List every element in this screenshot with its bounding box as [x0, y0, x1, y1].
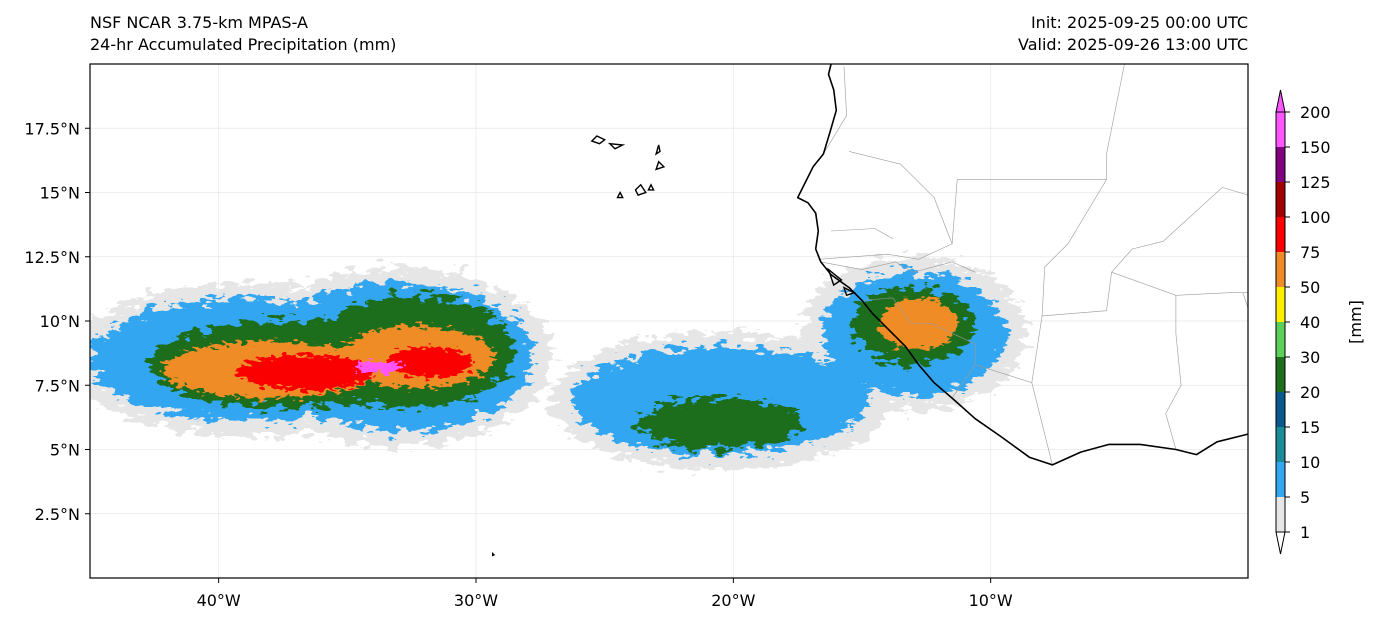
lat-tick-label: 10°N [40, 312, 80, 331]
field-name: 24-hr Accumulated Precipitation (mm) [90, 35, 397, 54]
country-border [1031, 272, 1112, 383]
map-plot-area [90, 64, 1248, 578]
colorbar-segment [1276, 357, 1285, 392]
colorbar-tick-label: 30 [1300, 348, 1320, 367]
colorbar-tick-label: 125 [1300, 173, 1331, 192]
rain-band-200mm [355, 360, 402, 374]
rain-band-75mm [236, 354, 376, 391]
colorbar-tick-label: 5 [1300, 488, 1310, 507]
island-outline [654, 160, 666, 171]
colorbar-segment [1276, 287, 1285, 322]
colorbar-tick-label: 100 [1300, 208, 1331, 227]
colorbar-tick-label: 1 [1300, 523, 1310, 542]
coastline [492, 64, 1248, 557]
colorbar-segment [1276, 217, 1285, 252]
country-border [831, 228, 894, 240]
map-title: NSF NCAR 3.75-km MPAS-A 24-hr Accumulate… [90, 12, 396, 56]
lon-tick-label: 10°W [969, 591, 1013, 610]
colorbar-segment [1276, 112, 1285, 147]
time-info: Init: 2025-09-25 00:00 UTC Valid: 2025-0… [1018, 12, 1248, 56]
coastline-line [796, 64, 1248, 466]
colorbar-segment [1276, 462, 1285, 497]
valid-time: Valid: 2025-09-26 13:00 UTC [1017, 35, 1248, 54]
colorbar-extend-top [1275, 89, 1286, 113]
colorbar-segment [1276, 252, 1285, 287]
island-outline [616, 190, 624, 199]
country-border [1041, 179, 1107, 316]
colorbar-tick-label: 40 [1300, 313, 1320, 332]
lon-tick-label: 20°W [711, 591, 755, 610]
colorbar-segment [1276, 392, 1285, 427]
colorbar-segment [1276, 147, 1285, 182]
country-border [1111, 187, 1248, 273]
island-outline [492, 551, 496, 557]
latitude-axis: 2.5°N 5°N 7.5°N 10°N 12.5°N 15°N 17.5°N [24, 119, 90, 524]
lat-tick-label: 5°N [50, 441, 80, 460]
country-border [1111, 271, 1248, 296]
colorbar-tick-label: 15 [1300, 418, 1320, 437]
lat-tick-label: 2.5°N [35, 505, 80, 524]
init-time: Init: 2025-09-25 00:00 UTC [1030, 13, 1248, 32]
lat-tick-label: 17.5°N [24, 119, 80, 138]
colorbar-tick-label: 75 [1300, 243, 1320, 262]
model-name: NSF NCAR 3.75-km MPAS-A [90, 13, 308, 32]
colorbar-unit-label: [mm] [1346, 300, 1365, 344]
country-border [1242, 292, 1248, 309]
lon-tick-label: 40°W [197, 591, 241, 610]
rain-band-20mm [638, 398, 803, 450]
island-outline [842, 286, 857, 297]
island-outline [634, 183, 647, 196]
colorbar-segment [1276, 497, 1285, 532]
rain-band-75mm [385, 346, 474, 378]
country-borders [818, 64, 1248, 465]
colorbar-tick-label: 10 [1300, 453, 1320, 472]
island-outline [607, 142, 626, 150]
island-outline [654, 144, 661, 156]
lon-tick-label: 30°W [454, 591, 498, 610]
island-outline [590, 135, 607, 145]
colorbar-tick-label: 150 [1300, 138, 1331, 157]
island-outline [827, 267, 843, 287]
colorbar-segment [1276, 427, 1285, 462]
colorbar-tick-label: 50 [1300, 278, 1320, 297]
colorbar-segment [1276, 322, 1285, 357]
colorbar-segment [1276, 182, 1285, 217]
colorbar-tick-label: 200 [1300, 103, 1331, 122]
lat-tick-label: 12.5°N [24, 248, 80, 267]
country-border [1165, 295, 1182, 450]
colorbar-extend-bottom [1275, 531, 1286, 555]
island-outline [647, 183, 655, 191]
country-border [823, 66, 847, 155]
colorbar-tick-label: 20 [1300, 383, 1320, 402]
longitude-axis: 40°W 30°W 20°W 10°W [197, 578, 1013, 610]
country-border [820, 261, 976, 273]
lat-tick-label: 15°N [40, 184, 80, 203]
lat-tick-label: 7.5°N [35, 376, 80, 395]
